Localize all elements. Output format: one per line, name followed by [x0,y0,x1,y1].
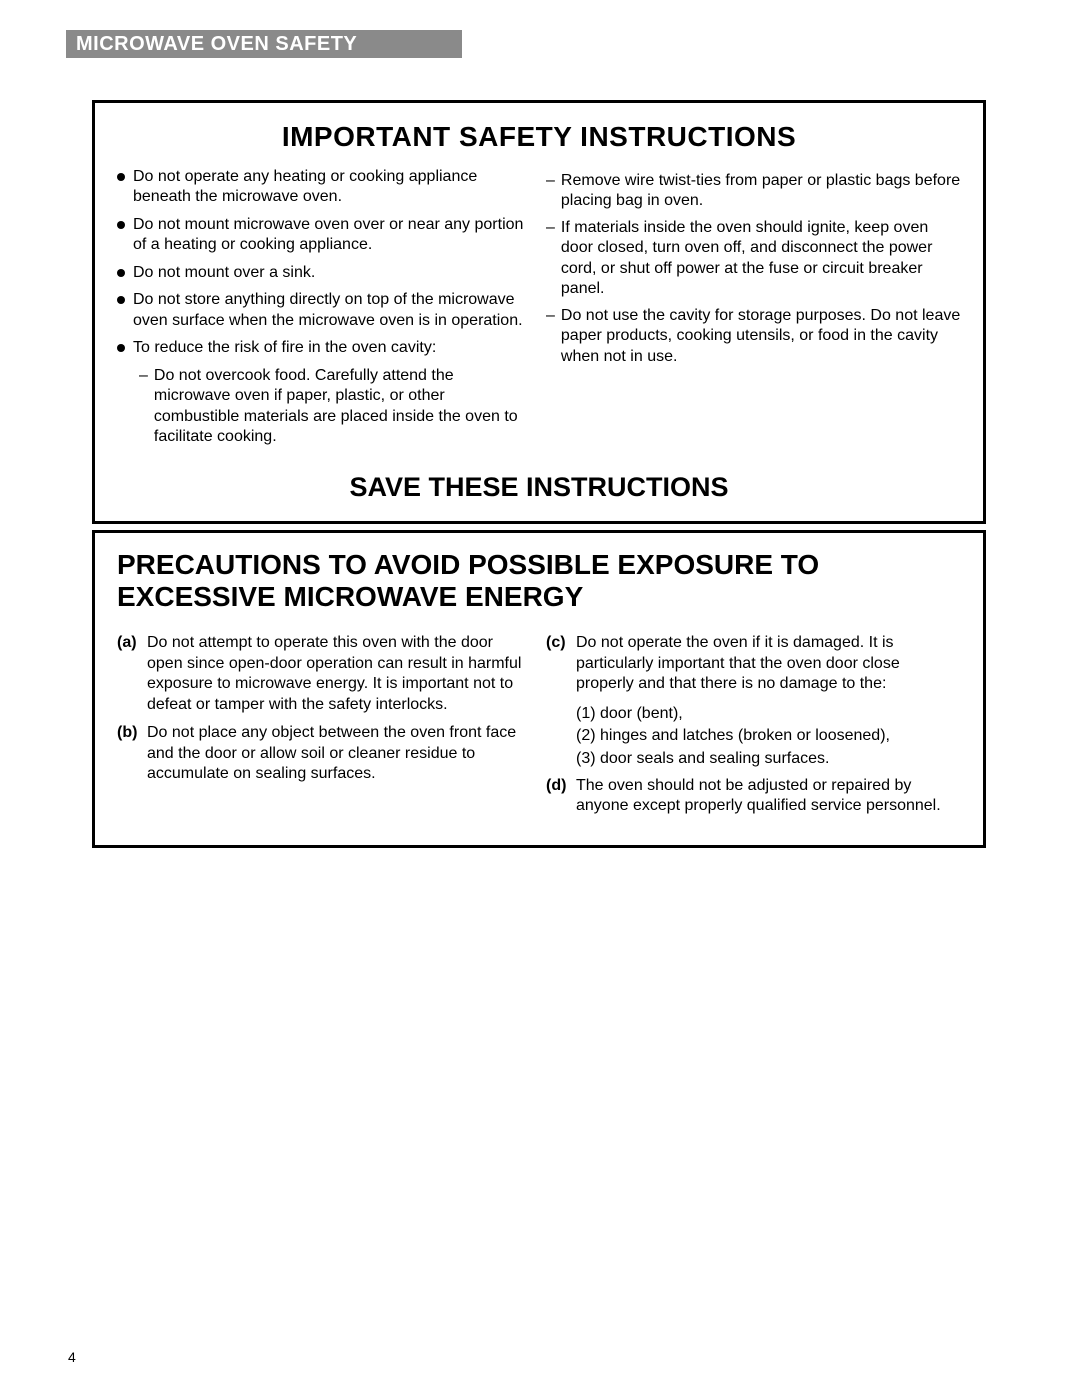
dash-text: If materials inside the oven should igni… [561,218,961,300]
bullet-icon [117,344,125,352]
dash-item: –If materials inside the oven should ign… [546,218,961,300]
dash-text: Do not use the cavity for storage purpos… [561,306,961,367]
box2-right-column: (c)Do not operate the oven if it is dama… [546,633,961,825]
dash-text: Do not overcook food. Carefully attend t… [154,366,532,448]
bullet-text: To reduce the risk of fire in the oven c… [133,338,436,358]
dash-icon: – [546,218,555,300]
bullet-text: Do not mount over a sink. [133,263,315,283]
box2-title: PRECAUTIONS TO AVOID POSSIBLE EXPOSURE T… [117,549,961,613]
letter-label: (a) [117,633,141,715]
box1-left-column: Do not operate any heating or cooking ap… [117,167,532,454]
dash-item: –Remove wire twist-ties from paper or pl… [546,171,961,212]
letter-text: Do not place any object between the oven… [147,723,532,784]
box2-left-column: (a)Do not attempt to operate this oven w… [117,633,532,825]
dash-icon: – [546,171,555,212]
bullet-text: Do not operate any heating or cooking ap… [133,167,532,208]
save-instructions-heading: SAVE THESE INSTRUCTIONS [95,472,983,503]
page-number: 4 [68,1349,76,1365]
dash-icon: – [139,366,148,448]
box2-columns: (a)Do not attempt to operate this oven w… [95,633,983,845]
bullet-item: Do not mount over a sink. [117,263,532,283]
dash-icon: – [546,306,555,367]
dash-item: –Do not overcook food. Carefully attend … [139,366,532,448]
letter-item: (c)Do not operate the oven if it is dama… [546,633,961,694]
num-item: (2) hinges and latches (broken or loosen… [576,725,961,747]
dash-item: –Do not use the cavity for storage purpo… [546,306,961,367]
precautions-box: PRECAUTIONS TO AVOID POSSIBLE EXPOSURE T… [92,530,986,848]
bullet-item: Do not store anything directly on top of… [117,290,532,331]
letter-label: (b) [117,723,141,784]
safety-instructions-box: IMPORTANT SAFETY INSTRUCTIONS Do not ope… [92,100,986,524]
letter-item: (d)The oven should not be adjusted or re… [546,776,961,817]
dash-list: –Remove wire twist-ties from paper or pl… [546,171,961,367]
bullet-icon [117,221,125,229]
bullet-icon [117,269,125,277]
dash-text: Remove wire twist-ties from paper or pla… [561,171,961,212]
bullet-item: Do not mount microwave oven over or near… [117,215,532,256]
letter-text: The oven should not be adjusted or repai… [576,776,961,817]
box1-right-column: –Remove wire twist-ties from paper or pl… [546,167,961,454]
numbered-list: (1) door (bent), (2) hinges and latches … [576,703,961,770]
bullet-icon [117,296,125,304]
box1-columns: Do not operate any heating or cooking ap… [95,167,983,464]
letter-item: (a)Do not attempt to operate this oven w… [117,633,532,715]
dash-list: –Do not overcook food. Carefully attend … [139,366,532,448]
bullet-text: Do not mount microwave oven over or near… [133,215,532,256]
bullet-item: To reduce the risk of fire in the oven c… [117,338,532,358]
num-item: (3) door seals and sealing surfaces. [576,748,961,770]
section-tab: MICROWAVE OVEN SAFETY [66,30,462,58]
bullet-item: Do not operate any heating or cooking ap… [117,167,532,208]
num-item: (1) door (bent), [576,703,961,725]
bullet-icon [117,173,125,181]
box1-title: IMPORTANT SAFETY INSTRUCTIONS [95,121,983,153]
letter-item: (b)Do not place any object between the o… [117,723,532,784]
letter-label: (c) [546,633,570,694]
bullet-text: Do not store anything directly on top of… [133,290,532,331]
letter-label: (d) [546,776,570,817]
letter-text: Do not attempt to operate this oven with… [147,633,532,715]
letter-text: Do not operate the oven if it is damaged… [576,633,961,694]
